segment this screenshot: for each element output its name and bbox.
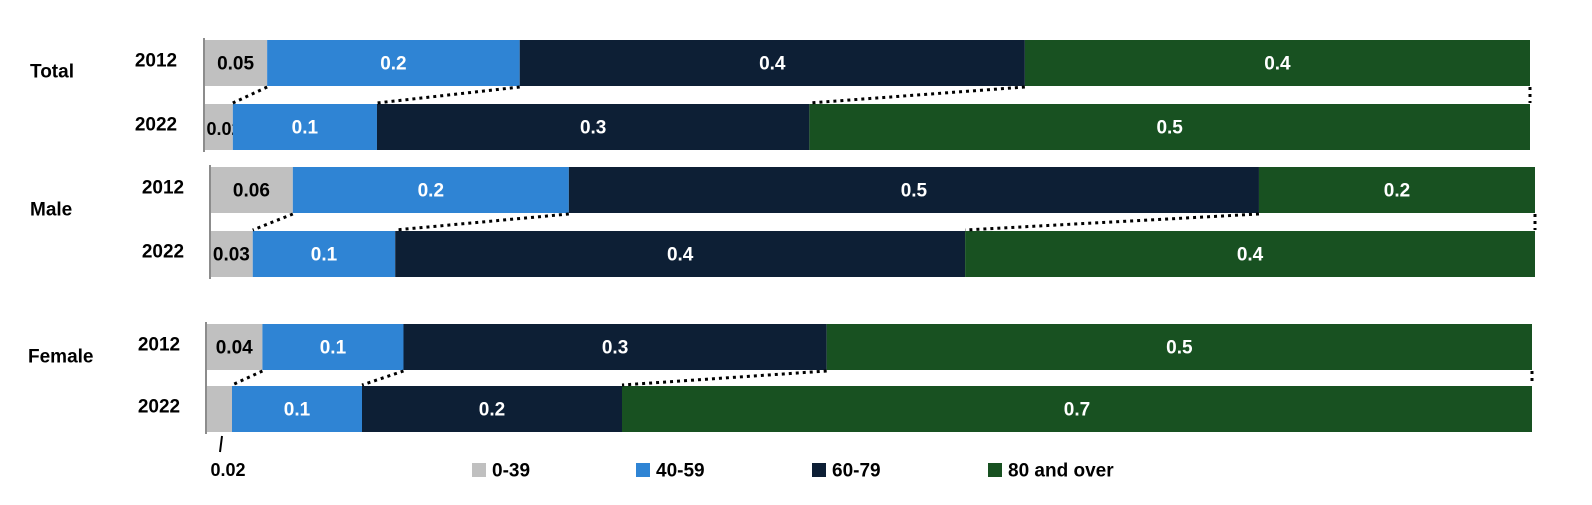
bar-segment-60-79 bbox=[568, 167, 1259, 213]
data-label: 0.1 bbox=[292, 118, 319, 139]
data-label: 0.7 bbox=[1064, 400, 1090, 421]
bar-segment-80-and-over bbox=[965, 231, 1535, 277]
bar-segment-80-and-over bbox=[809, 104, 1530, 150]
bar-segment-60-79 bbox=[376, 104, 810, 150]
data-label: 0.02 bbox=[210, 460, 245, 480]
legend-swatch-80-and-over bbox=[988, 463, 1002, 477]
data-label: 0.3 bbox=[602, 338, 628, 359]
legend-label: 0-39 bbox=[492, 461, 530, 482]
leader-line bbox=[219, 435, 223, 453]
data-label: 0.02 bbox=[206, 119, 241, 139]
bar-segment-60-79 bbox=[395, 231, 966, 277]
data-label: 0.1 bbox=[311, 245, 338, 266]
data-label: 0.5 bbox=[901, 181, 928, 202]
bar-segment-80-and-over bbox=[1024, 40, 1530, 86]
bar-segment-0-39 bbox=[204, 104, 233, 150]
data-label: 0.2 bbox=[418, 181, 444, 202]
legend-label: 40-59 bbox=[656, 461, 705, 482]
data-label: 0.05 bbox=[217, 54, 254, 75]
bar-segment-80-and-over bbox=[1258, 167, 1535, 213]
bar-segment-80-and-over bbox=[826, 324, 1532, 370]
bar-segment-0-39 bbox=[210, 231, 253, 277]
connector-line bbox=[376, 85, 520, 105]
data-label: 0.04 bbox=[216, 338, 253, 359]
data-label: 0.03 bbox=[213, 245, 250, 266]
connector-line bbox=[361, 369, 404, 387]
connector-line bbox=[231, 369, 264, 387]
data-label: 0.4 bbox=[1237, 245, 1264, 266]
year-label: 2022 bbox=[135, 115, 177, 136]
year-label: 2022 bbox=[138, 397, 180, 418]
bar-segment-60-79 bbox=[362, 386, 622, 432]
bar-segment-0-39 bbox=[206, 324, 263, 370]
group-label-male: Male bbox=[30, 200, 72, 221]
data-label: 0.2 bbox=[380, 54, 406, 75]
connector-line bbox=[232, 85, 268, 105]
bar-segment-40-59 bbox=[252, 231, 396, 277]
bar-segment-40-59 bbox=[262, 324, 404, 370]
data-label: 0.2 bbox=[1384, 181, 1410, 202]
year-label: 2012 bbox=[135, 51, 177, 72]
year-label: 2022 bbox=[142, 242, 184, 263]
bar-segment-0-39 bbox=[210, 167, 293, 213]
bar-segment-0-39 bbox=[204, 40, 268, 86]
legend-label: 80 and over bbox=[1008, 461, 1114, 482]
bar-segment-40-59 bbox=[232, 104, 377, 150]
group-label-total: Total bbox=[30, 62, 74, 83]
data-label: 0.5 bbox=[1156, 118, 1183, 139]
bar-segment-40-59 bbox=[292, 167, 569, 213]
legend-swatch-0-39 bbox=[472, 463, 486, 477]
connector-line bbox=[395, 212, 569, 232]
data-label: 0.2 bbox=[479, 400, 505, 421]
data-label: 0.1 bbox=[284, 400, 311, 421]
connector-line bbox=[621, 369, 827, 387]
legend-swatch-40-59 bbox=[636, 463, 650, 477]
data-label: 0.1 bbox=[320, 338, 347, 359]
data-label: 0.3 bbox=[580, 118, 606, 139]
data-label: 0.5 bbox=[1166, 338, 1193, 359]
bar-segment-80-and-over bbox=[622, 386, 1532, 432]
group-label-female: Female bbox=[28, 347, 93, 368]
legend-label: 60-79 bbox=[832, 461, 881, 482]
data-label: 0.4 bbox=[759, 54, 786, 75]
bar-segment-40-59 bbox=[267, 40, 520, 86]
connector-line bbox=[809, 85, 1025, 105]
bar-segment-60-79 bbox=[403, 324, 827, 370]
connector-line bbox=[965, 212, 1260, 232]
connector-line bbox=[252, 212, 294, 232]
year-label: 2012 bbox=[142, 178, 184, 199]
bar-segment-0-39 bbox=[206, 386, 232, 432]
legend-swatch-60-79 bbox=[812, 463, 826, 477]
year-label: 2012 bbox=[138, 335, 180, 356]
data-label: 0.06 bbox=[233, 181, 270, 202]
data-label: 0.4 bbox=[1264, 54, 1291, 75]
bar-segment-60-79 bbox=[519, 40, 1025, 86]
bar-segment-40-59 bbox=[232, 386, 362, 432]
data-label: 0.4 bbox=[667, 245, 694, 266]
